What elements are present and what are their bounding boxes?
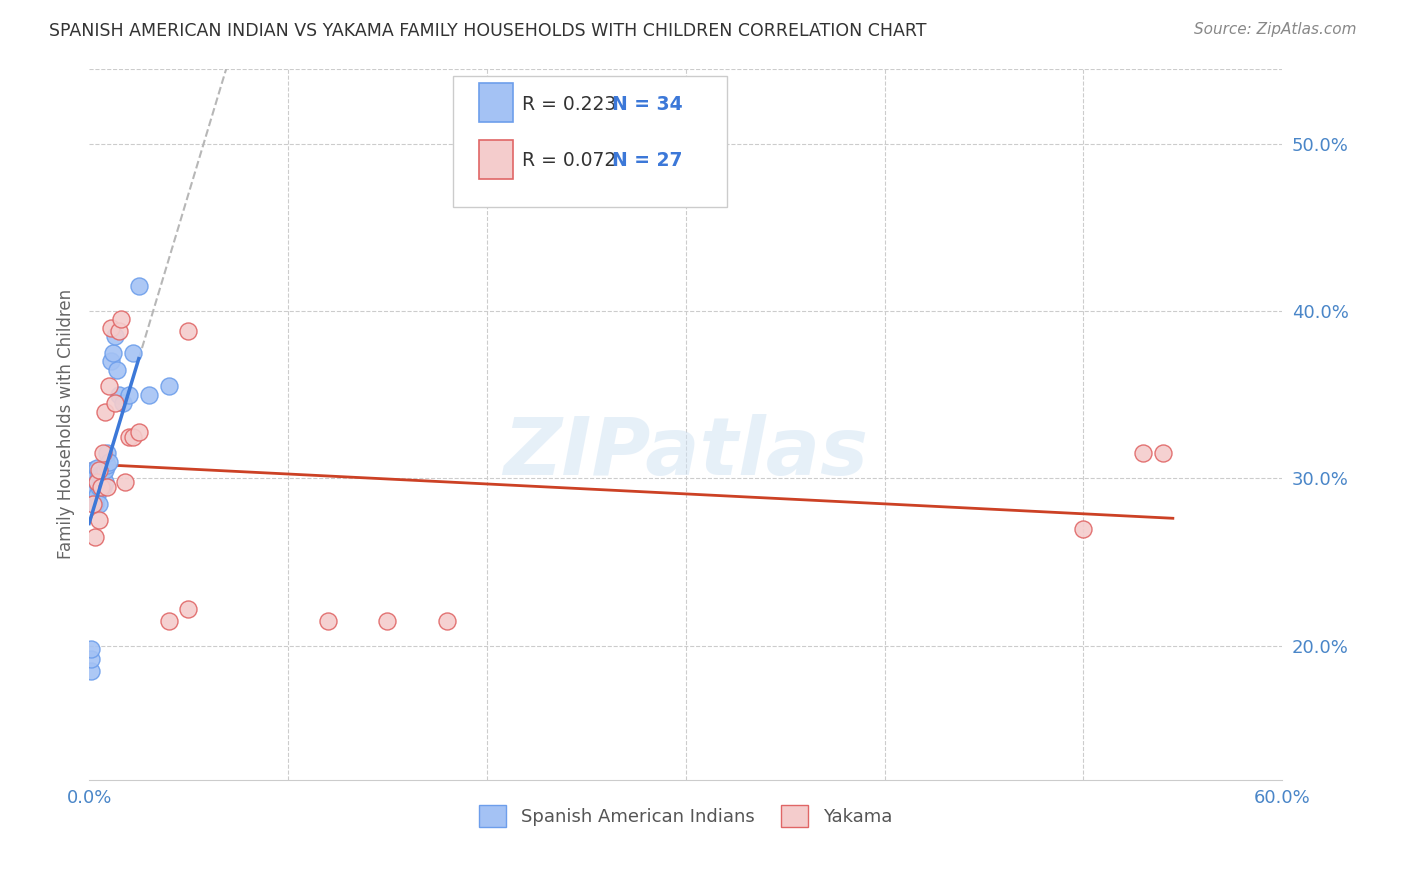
Point [97,455,120,469]
Point [87,513,110,527]
Point [90,480,112,494]
Point [177,602,200,616]
Point [157,379,180,393]
Point [177,324,200,338]
Point [91,446,114,460]
Point [84,484,107,499]
Point [86,475,108,489]
Point [80,664,103,678]
Point [91,468,114,483]
Point [138,388,160,402]
Point [87,497,110,511]
FancyBboxPatch shape [453,76,727,207]
FancyBboxPatch shape [479,83,513,122]
Point [105,362,128,376]
FancyBboxPatch shape [479,140,513,178]
Point [1073,522,1095,536]
Legend: Spanish American Indians, Yakama: Spanish American Indians, Yakama [472,798,900,835]
Point [82,497,104,511]
Point [118,429,141,443]
Point [82,480,104,494]
Point [118,388,141,402]
Point [94,404,117,418]
Point [86,475,108,489]
Text: R = 0.072: R = 0.072 [522,152,616,170]
Point [84,471,107,485]
Point [111,396,134,410]
Text: R = 0.223: R = 0.223 [522,95,616,113]
Point [377,614,399,628]
Point [80,642,103,657]
Point [108,324,131,338]
Text: Source: ZipAtlas.com: Source: ZipAtlas.com [1194,22,1357,37]
Point [84,497,107,511]
Text: N = 27: N = 27 [612,152,682,170]
Point [87,463,110,477]
Point [114,475,136,489]
Point [128,425,150,439]
Point [96,480,118,494]
Point [84,530,107,544]
Point [82,463,104,477]
Point [86,461,108,475]
Point [94,475,117,489]
Point [157,614,180,628]
Point [101,346,124,360]
Point [90,468,112,483]
Text: ZIPatlas: ZIPatlas [503,414,868,491]
Point [97,379,120,393]
Point [316,614,339,628]
Point [121,429,143,443]
Point [87,480,110,494]
Point [100,354,122,368]
Point [104,329,127,343]
Point [1152,446,1174,460]
Point [128,279,150,293]
Point [436,614,458,628]
Point [96,458,118,472]
Point [110,312,132,326]
Point [108,388,131,402]
Text: SPANISH AMERICAN INDIAN VS YAKAMA FAMILY HOUSEHOLDS WITH CHILDREN CORRELATION CH: SPANISH AMERICAN INDIAN VS YAKAMA FAMILY… [49,22,927,40]
Point [96,446,118,460]
Point [80,652,103,666]
Y-axis label: Family Households with Children: Family Households with Children [58,289,75,559]
Point [100,321,122,335]
Text: N = 34: N = 34 [612,95,682,113]
Point [87,468,110,483]
Point [1132,446,1154,460]
Point [94,463,117,477]
Point [90,480,112,494]
Point [104,396,127,410]
Point [86,488,108,502]
Point [121,346,143,360]
Point [91,480,114,494]
